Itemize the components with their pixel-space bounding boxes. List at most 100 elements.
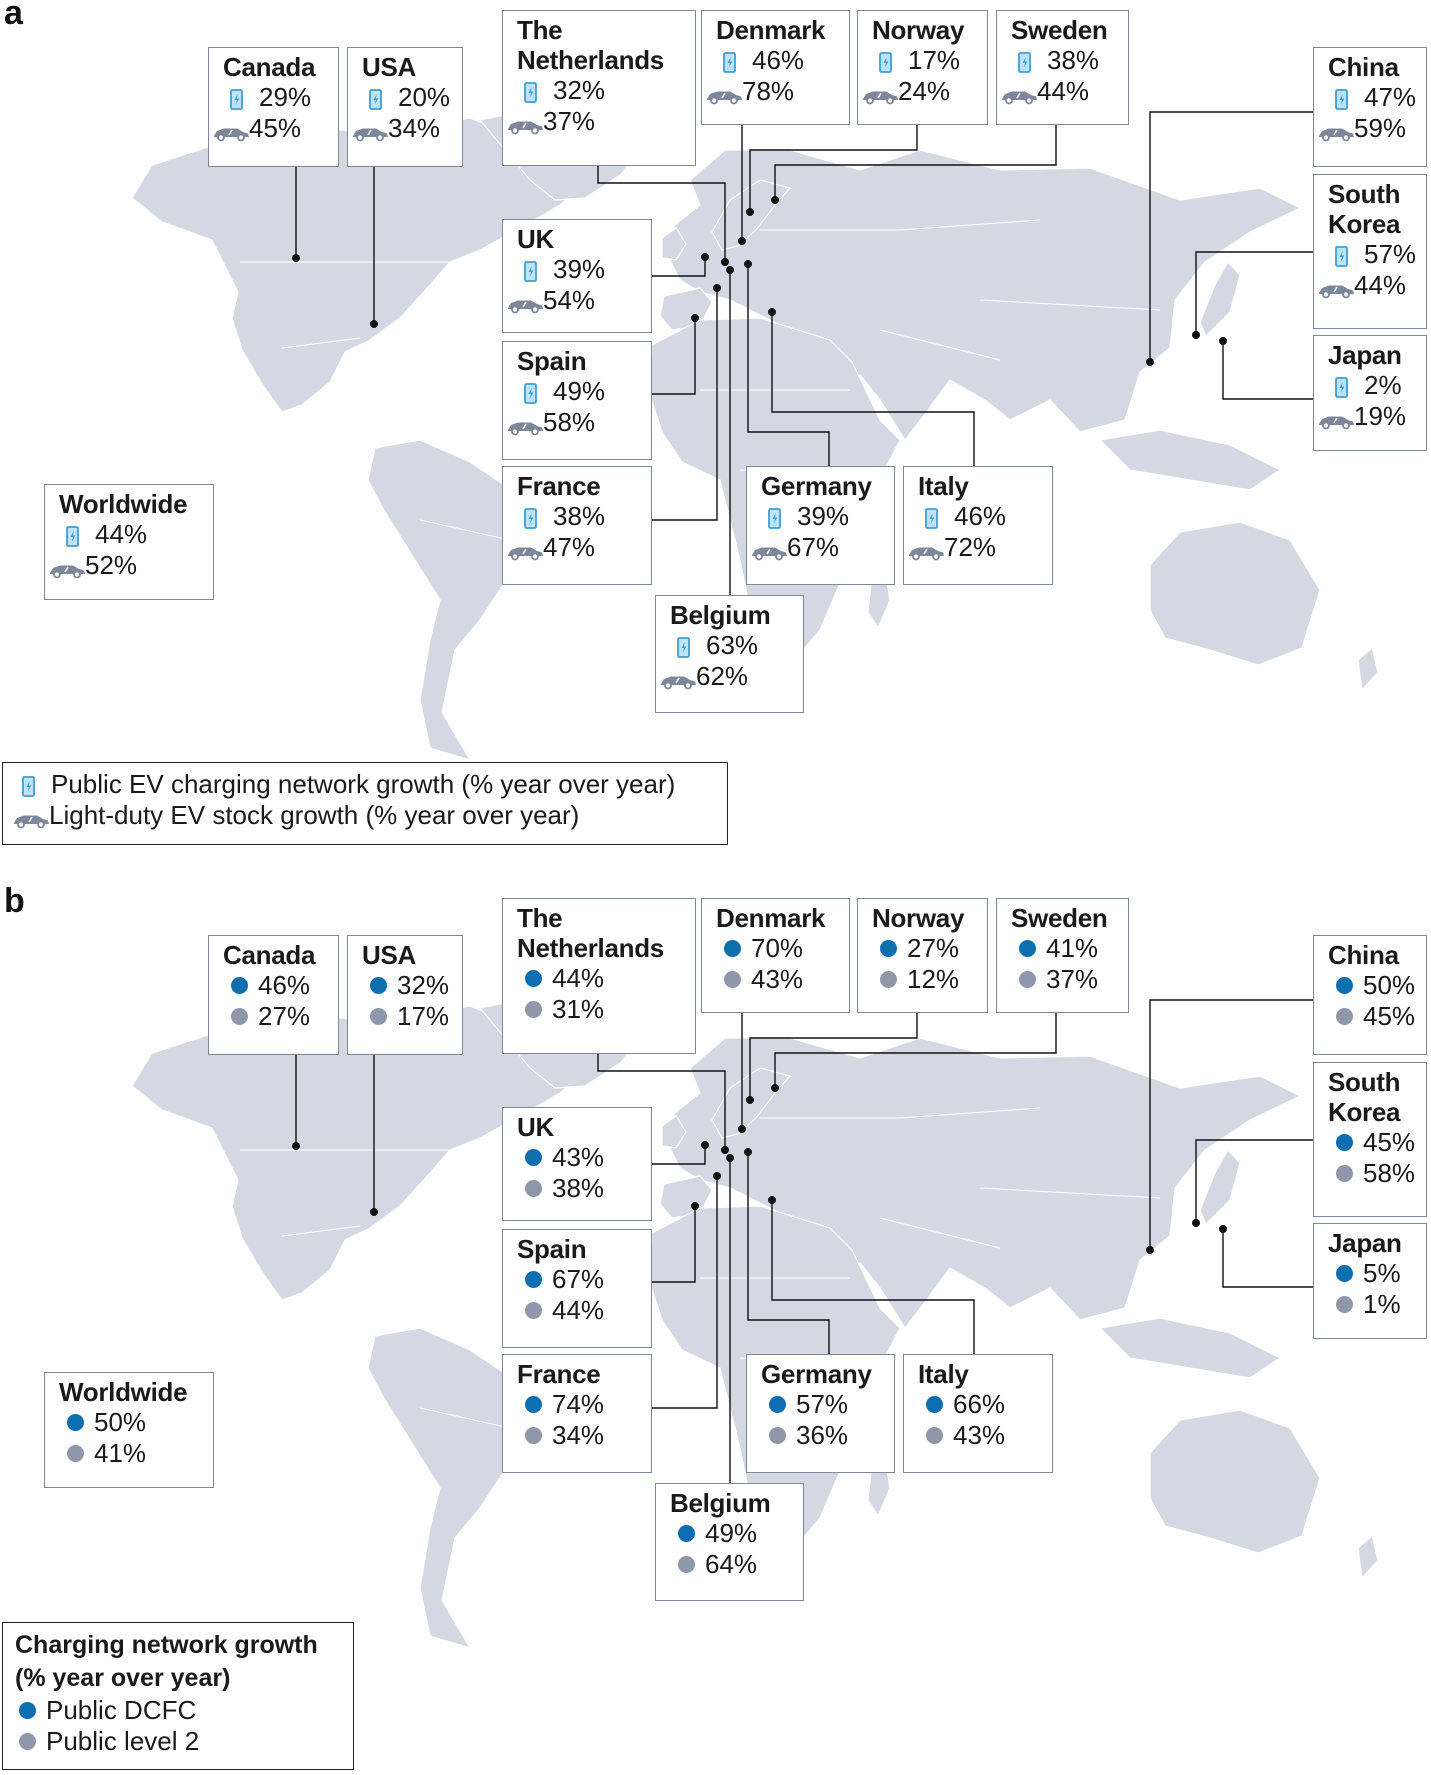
callout-netherlands: The Netherlands 32% 37% xyxy=(502,10,696,166)
new-zealand xyxy=(1357,646,1379,692)
country-name: UK xyxy=(517,1112,554,1142)
grey-dot-icon xyxy=(1336,1008,1353,1025)
blue-dot-icon xyxy=(231,977,248,994)
callout-italy: Italy 66% 43% xyxy=(903,1354,1053,1473)
charging-growth: 44% xyxy=(95,519,148,549)
level2-growth: 17% xyxy=(397,1001,450,1031)
callout-france: France 38% 47% xyxy=(502,466,652,585)
location-dots xyxy=(292,196,1227,366)
car-icon xyxy=(505,538,545,560)
north-america xyxy=(131,1005,602,1301)
level2-growth: 12% xyxy=(907,964,960,994)
dot-usa xyxy=(370,1208,378,1216)
dot-uk xyxy=(701,253,709,261)
ev-charger-icon xyxy=(523,506,539,529)
dcfc-growth: 41% xyxy=(1046,933,1099,963)
leader-lines xyxy=(295,999,1313,1483)
country-name: Japan xyxy=(1328,1228,1402,1258)
dot-south-korea xyxy=(1192,1219,1200,1227)
legend-a: Public EV charging network growth (% yea… xyxy=(2,762,728,845)
blue-dot-icon xyxy=(678,1525,695,1542)
car-icon xyxy=(658,667,698,689)
dcfc-growth: 50% xyxy=(94,1407,147,1437)
country-name-line1: South xyxy=(1328,179,1401,209)
grey-dot-icon xyxy=(525,1001,542,1018)
ev-charger-icon xyxy=(1334,87,1350,110)
blue-dot-icon xyxy=(525,1396,542,1413)
callout-south-korea: South Korea 57% 44% xyxy=(1313,174,1427,329)
stock-growth: 58% xyxy=(543,407,596,437)
country-name: Italy xyxy=(918,1359,969,1389)
stock-growth: 54% xyxy=(543,285,596,315)
blue-dot-icon xyxy=(1336,977,1353,994)
dot-italy xyxy=(768,1196,776,1204)
ev-charger-icon xyxy=(1334,244,1350,267)
panel-b: b xyxy=(0,882,1431,1775)
car-icon xyxy=(505,112,545,134)
stock-growth: 47% xyxy=(543,532,596,562)
callout-worldwide: Worldwide 50% 41% xyxy=(44,1372,214,1488)
dot-denmark xyxy=(738,237,746,245)
stock-growth: 59% xyxy=(1354,113,1407,143)
stock-growth: 44% xyxy=(1354,270,1407,300)
country-name-line1: South xyxy=(1328,1067,1401,1097)
dot-canada xyxy=(292,254,300,262)
level2-growth: 41% xyxy=(94,1438,147,1468)
ev-charger-icon xyxy=(767,506,783,529)
dot-norway xyxy=(746,208,754,216)
dot-uk xyxy=(701,1141,709,1149)
charging-growth: 38% xyxy=(553,501,606,531)
australia xyxy=(1149,521,1321,666)
legend-level2-label: Public level 2 xyxy=(46,1726,200,1756)
japan-islands xyxy=(1199,1148,1241,1226)
country-name: Belgium xyxy=(670,1488,771,1518)
dcfc-growth: 70% xyxy=(751,933,804,963)
dcfc-growth: 44% xyxy=(552,963,605,993)
dot-spain xyxy=(691,1202,699,1210)
uk-ireland xyxy=(661,227,687,261)
country-name: Japan xyxy=(1328,340,1402,370)
callout-usa: USA 32% 17% xyxy=(347,935,463,1055)
callout-uk: UK 43% 38% xyxy=(502,1107,652,1221)
ev-charger-icon xyxy=(65,524,81,547)
southeast-asia-islands xyxy=(1098,429,1282,491)
car-icon xyxy=(1316,276,1356,298)
car-icon xyxy=(704,82,744,104)
country-name: Spain xyxy=(517,346,587,376)
ev-charger-icon xyxy=(523,259,539,282)
dcfc-growth: 50% xyxy=(1363,970,1416,1000)
country-name: France xyxy=(517,471,601,501)
grey-dot-icon xyxy=(678,1556,695,1573)
dcfc-growth: 46% xyxy=(258,970,311,1000)
legend-charging-label: Public EV charging network growth (% yea… xyxy=(51,769,676,799)
callout-spain: Spain 49% 58% xyxy=(502,341,652,460)
world-map xyxy=(131,103,1379,762)
callout-sweden: Sweden 38% 44% xyxy=(996,10,1129,125)
country-name: Germany xyxy=(761,1359,872,1389)
country-name-line1: The xyxy=(517,903,563,933)
charging-growth: 47% xyxy=(1364,82,1417,112)
blue-dot-icon xyxy=(724,940,741,957)
dcfc-growth: 32% xyxy=(397,970,450,1000)
callout-netherlands: The Netherlands 44% 31% xyxy=(502,898,696,1054)
country-name: Canada xyxy=(223,940,316,970)
car-icon xyxy=(350,119,390,141)
dot-canada xyxy=(292,1142,300,1150)
level2-growth: 44% xyxy=(552,1295,605,1325)
country-borders xyxy=(240,1107,1161,1429)
blue-dot-icon xyxy=(880,940,897,957)
blue-dot-icon xyxy=(926,1396,943,1413)
charging-growth: 46% xyxy=(752,45,805,75)
country-name: China xyxy=(1328,940,1399,970)
callout-belgium: Belgium 63% 62% xyxy=(655,595,804,713)
leader-lines xyxy=(295,111,1313,595)
car-icon xyxy=(505,413,545,435)
stock-growth: 44% xyxy=(1037,76,1090,106)
ev-charger-icon xyxy=(878,50,894,73)
country-name: Italy xyxy=(918,471,969,501)
grey-dot-icon xyxy=(926,1427,943,1444)
panel-letter-a: a xyxy=(4,0,23,32)
grey-dot-icon xyxy=(525,1427,542,1444)
charging-growth: 49% xyxy=(553,376,606,406)
level2-growth: 31% xyxy=(552,994,605,1024)
